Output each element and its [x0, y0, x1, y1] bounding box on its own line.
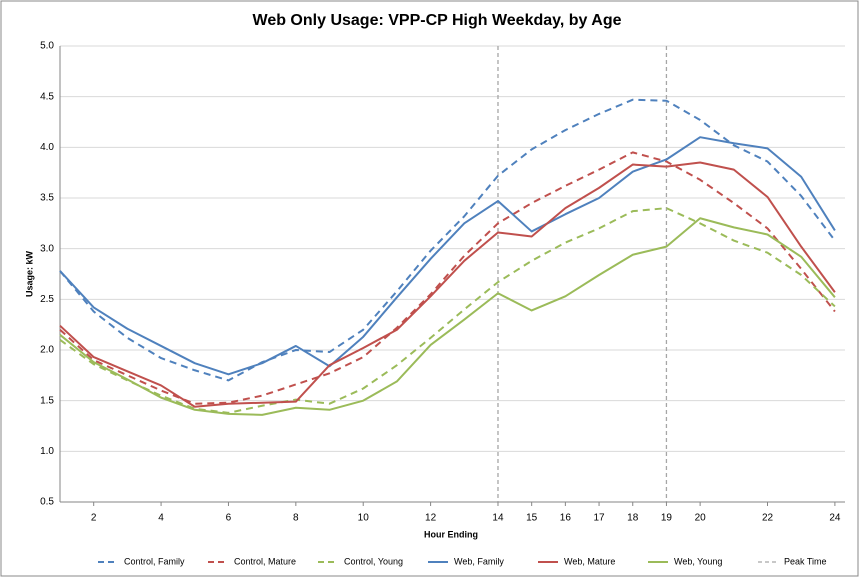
- legend-label: Peak Time: [784, 556, 827, 566]
- y-tick-label: 4.0: [40, 142, 54, 153]
- legend-label: Control, Young: [344, 556, 403, 566]
- x-tick-label: 19: [661, 513, 673, 524]
- chart-title: Web Only Usage: VPP-CP High Weekday, by …: [253, 12, 622, 29]
- x-tick-label: 17: [593, 513, 605, 524]
- y-axis-label: Usage: kW: [24, 250, 34, 297]
- legend-label: Control, Family: [124, 556, 185, 566]
- y-tick-label: 5.0: [40, 41, 54, 52]
- series-line: [59, 161, 836, 408]
- y-tick-label: 1.0: [40, 446, 54, 457]
- x-tick-label: 6: [226, 513, 232, 524]
- series-line: [59, 98, 836, 382]
- x-tick-label: 15: [526, 513, 538, 524]
- y-tick-label: 0.5: [40, 497, 54, 508]
- series-line: [59, 136, 836, 376]
- y-tick-label: 3.5: [40, 193, 54, 204]
- x-tick-label: 4: [158, 513, 164, 524]
- y-tick-label: 2.5: [40, 294, 54, 305]
- series-line: [59, 207, 836, 414]
- series-line: [59, 217, 836, 416]
- x-tick-label: 2: [91, 513, 97, 524]
- x-tick-label: 20: [695, 513, 707, 524]
- y-tick-label: 3.0: [40, 243, 54, 254]
- series-line: [59, 151, 836, 405]
- legend-label: Control, Mature: [234, 556, 296, 566]
- y-tick-label: 2.0: [40, 345, 54, 356]
- x-tick-label: 24: [829, 513, 841, 524]
- x-tick-label: 18: [627, 513, 639, 524]
- legend-label: Web, Family: [454, 556, 504, 566]
- x-tick-label: 14: [492, 513, 504, 524]
- legend-label: Web, Young: [674, 556, 722, 566]
- legend-label: Web, Mature: [564, 556, 615, 566]
- x-tick-label: 8: [293, 513, 299, 524]
- x-tick-label: 12: [425, 513, 437, 524]
- x-tick-label: 16: [560, 513, 572, 524]
- x-tick-label: 22: [762, 513, 774, 524]
- x-axis-label: Hour Ending: [424, 529, 478, 539]
- y-tick-label: 4.5: [40, 91, 54, 102]
- x-tick-label: 10: [358, 513, 370, 524]
- y-tick-label: 1.5: [40, 395, 54, 406]
